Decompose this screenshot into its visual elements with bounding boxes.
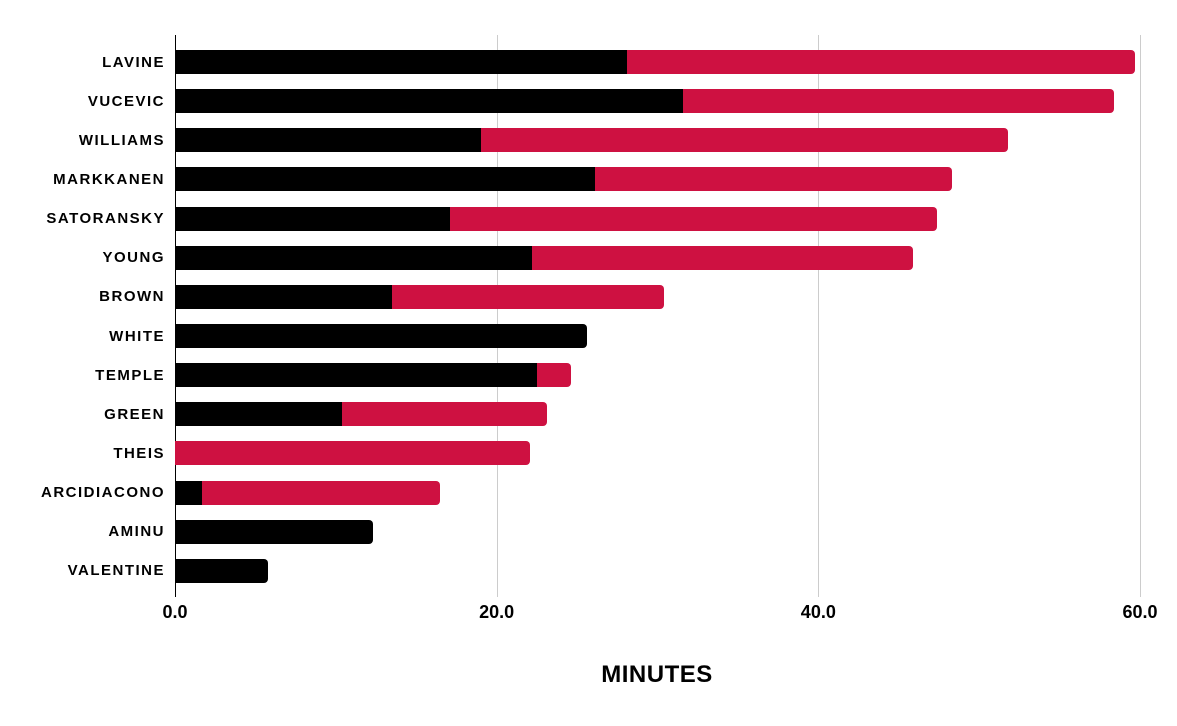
bar-row: THEIS xyxy=(0,434,1177,473)
category-label: TEMPLE xyxy=(95,366,165,384)
bar-track xyxy=(175,402,547,427)
bar-row: GREEN xyxy=(0,395,1177,434)
gridline-x-60 xyxy=(1140,35,1141,597)
category-label: SATORANSKY xyxy=(46,210,165,228)
bar-track xyxy=(175,480,441,505)
bar-segment-black xyxy=(175,206,451,231)
bar-row: TEMPLE xyxy=(0,356,1177,395)
category-label: VUCEVIC xyxy=(87,92,165,110)
bar-segment-crimson xyxy=(594,167,952,192)
bar-segment-crimson xyxy=(532,245,914,270)
bar-rows: LAVINE VUCEVIC WILLIAMS MARKKANEN SATORANSKY… xyxy=(0,43,1177,591)
bar-segment-black xyxy=(175,363,537,388)
bar-segment-crimson xyxy=(626,50,1136,75)
category-label: BROWN xyxy=(99,288,165,306)
x-tick-label-20: 20.0 xyxy=(479,602,515,622)
bar-row: WILLIAMS xyxy=(0,121,1177,160)
category-label: ARCIDIACONO xyxy=(41,484,165,502)
bar-segment-black xyxy=(175,324,587,349)
category-label: MARKKANEN xyxy=(53,170,165,188)
bar-row: BROWN xyxy=(0,277,1177,316)
bar-track xyxy=(175,50,1136,75)
bar-track xyxy=(175,167,952,192)
bar-track xyxy=(175,519,373,544)
bar-track xyxy=(175,89,1115,114)
bar-row: WHITE xyxy=(0,316,1177,355)
bar-track xyxy=(175,558,269,583)
x-axis-title: MINUTES xyxy=(601,661,713,688)
y-axis-line xyxy=(175,35,176,597)
x-tick-label-60: 60.0 xyxy=(1122,602,1158,622)
bar-segment-black xyxy=(175,284,393,309)
bar-track xyxy=(175,441,531,466)
bar-row: VALENTINE xyxy=(0,551,1177,590)
bar-segment-crimson xyxy=(480,128,1009,153)
bar-track xyxy=(175,324,587,349)
bar-segment-crimson xyxy=(683,89,1115,114)
category-label: GREEN xyxy=(104,405,165,423)
bar-segment-black xyxy=(175,558,269,583)
bar-row: MARKKANEN xyxy=(0,160,1177,199)
bar-row: AMINU xyxy=(0,512,1177,551)
bar-segment-crimson xyxy=(202,480,441,505)
bar-segment-crimson xyxy=(392,284,664,309)
gridline-x-20 xyxy=(496,35,498,597)
category-label: AMINU xyxy=(108,523,165,541)
bar-segment-black xyxy=(175,50,627,75)
bar-segment-black xyxy=(175,89,684,114)
x-tick-label-40: 40.0 xyxy=(800,602,836,622)
bar-track xyxy=(175,128,1009,153)
gridline-x-40 xyxy=(818,35,820,597)
category-label: YOUNG xyxy=(102,249,165,267)
bar-row: VUCEVIC xyxy=(0,82,1177,121)
bar-segment-black xyxy=(175,480,203,505)
bar-track xyxy=(175,363,571,388)
bar-segment-black xyxy=(175,167,595,192)
bar-segment-crimson xyxy=(342,402,547,427)
category-label: WHITE xyxy=(109,327,165,345)
bar-segment-crimson xyxy=(450,206,938,231)
category-label: VALENTINE xyxy=(67,562,165,580)
x-tick-label-0: 0.0 xyxy=(162,602,188,622)
bar-segment-crimson xyxy=(536,363,571,388)
bar-segment-black xyxy=(175,402,343,427)
bar-segment-crimson xyxy=(175,441,531,466)
bar-row: LAVINE xyxy=(0,43,1177,82)
bar-segment-black xyxy=(175,128,481,153)
bar-track xyxy=(175,245,914,270)
category-label: THEIS xyxy=(113,444,165,462)
bar-track xyxy=(175,206,938,231)
bar-segment-black xyxy=(175,519,373,544)
bar-row: ARCIDIACONO xyxy=(0,473,1177,512)
bar-track xyxy=(175,284,664,309)
category-label: LAVINE xyxy=(102,53,165,71)
bar-row: SATORANSKY xyxy=(0,199,1177,238)
category-label: WILLIAMS xyxy=(78,131,165,149)
bar-row: YOUNG xyxy=(0,238,1177,277)
bar-segment-black xyxy=(175,245,533,270)
